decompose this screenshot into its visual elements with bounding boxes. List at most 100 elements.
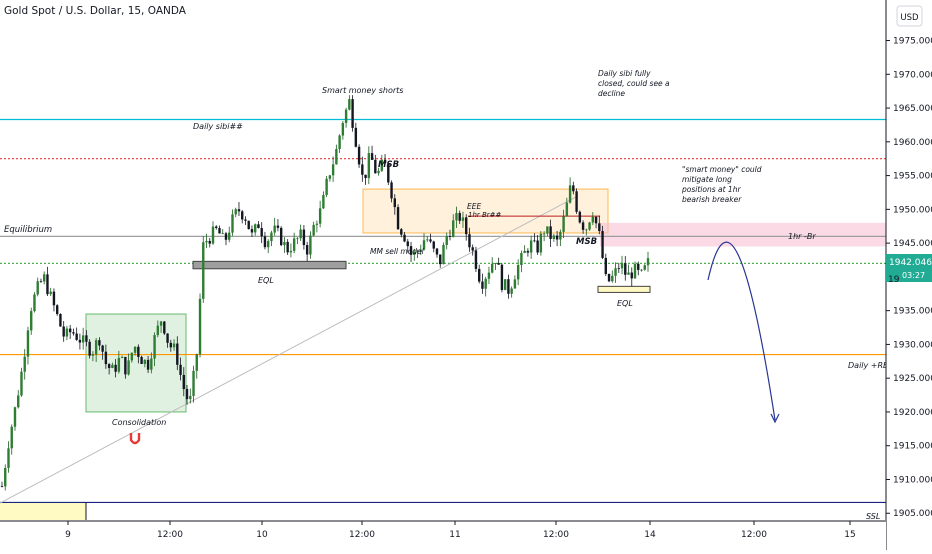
candle-body — [367, 153, 371, 179]
candle-body — [266, 241, 270, 248]
annot-smart-money-note: positions at 1hr — [681, 185, 741, 194]
projection-arrowhead — [770, 413, 780, 424]
candle-body — [10, 426, 13, 449]
candle-body — [101, 345, 104, 352]
candle-body — [88, 341, 91, 356]
candle-body — [289, 250, 293, 253]
candle-body — [234, 209, 237, 215]
candle-body — [81, 335, 85, 343]
candle-body — [601, 231, 604, 258]
candle-body — [169, 342, 173, 348]
candle-body — [364, 174, 367, 179]
candle-body — [117, 357, 121, 372]
candle-body — [640, 269, 643, 271]
annot-br: 1hr Br## — [468, 211, 502, 219]
candle-body — [91, 354, 95, 356]
candle-body — [510, 288, 513, 294]
candle-body — [296, 238, 299, 240]
candle-body — [208, 240, 211, 244]
candle-body — [43, 274, 46, 282]
candle-body — [581, 222, 585, 230]
candle-body — [143, 359, 147, 364]
candle-body — [163, 321, 166, 334]
candle-body — [211, 226, 215, 244]
candle-body — [247, 220, 250, 230]
candle-body — [494, 263, 497, 265]
candle-body — [439, 254, 442, 265]
candle-body — [591, 216, 595, 223]
candle-body — [36, 281, 39, 295]
x-tick-label: 10 — [256, 530, 268, 540]
candle-body — [7, 448, 10, 468]
candle-body — [120, 356, 124, 358]
candle-body — [445, 236, 448, 245]
candle-body — [416, 251, 419, 253]
annot-msb-right: MSB — [576, 237, 597, 247]
x-axis-panel — [0, 520, 886, 550]
candle-body — [390, 182, 393, 199]
candle-body — [0, 486, 4, 488]
candle-body — [565, 202, 569, 217]
countdown-label: 03:27 — [902, 271, 925, 280]
candle-body — [630, 272, 633, 279]
candle-body — [315, 223, 319, 225]
candle-body — [406, 241, 409, 247]
candle-body — [617, 268, 620, 269]
candle-body — [107, 364, 111, 368]
y-tick-label: 1945.000 — [893, 239, 932, 249]
consolidation-box — [85, 313, 187, 413]
candle-body — [68, 328, 72, 333]
candle-body — [455, 213, 458, 221]
annot-msb-left: MSB — [378, 160, 399, 170]
candle-body — [562, 216, 565, 232]
candle-body — [283, 241, 286, 246]
candle-body — [598, 223, 601, 232]
candle-body — [594, 216, 598, 224]
candle-body — [351, 99, 354, 128]
y-tick-label: 1950.000 — [893, 205, 932, 215]
candle-body — [578, 211, 582, 223]
x-tick-label: 12:00 — [157, 530, 183, 540]
y-tick-label: 1965.000 — [893, 104, 932, 114]
candle-body — [448, 236, 452, 237]
candle-body — [263, 236, 267, 248]
eql-right-bar — [597, 285, 651, 293]
candle-body — [419, 249, 422, 252]
currency-label: USD — [900, 13, 919, 23]
candle-body — [426, 239, 429, 241]
x-tick-label: 15 — [844, 530, 855, 540]
candle-body — [20, 371, 23, 396]
candle-body — [575, 191, 578, 212]
candle-body — [383, 159, 387, 164]
candle-body — [435, 248, 439, 255]
candle-body — [26, 330, 30, 357]
candle-body — [133, 346, 137, 353]
candle-body — [442, 244, 445, 265]
candle-body — [254, 224, 257, 233]
annot-eee: EEE — [467, 202, 481, 211]
candle-body — [546, 226, 549, 234]
candle-body — [49, 291, 52, 295]
candle-body — [286, 241, 289, 253]
candle-body — [179, 364, 182, 375]
y-tick-label: 1910.000 — [893, 475, 932, 485]
candle-body — [30, 311, 33, 331]
candle-body — [140, 356, 143, 364]
candle-body — [568, 185, 572, 203]
annot-daily-sibi-note: decline — [598, 89, 625, 98]
candle-body — [585, 229, 588, 231]
candle-body — [39, 281, 43, 283]
currency-box — [896, 5, 923, 27]
candle-body — [279, 227, 283, 246]
candle-body — [185, 389, 189, 400]
candle-body — [218, 228, 221, 234]
candle-body — [624, 263, 627, 275]
candle-body — [370, 153, 374, 160]
candle-body — [159, 321, 163, 326]
candle-body — [305, 245, 309, 255]
y-tick-label: 1970.000 — [893, 70, 932, 80]
candle-body — [78, 339, 82, 343]
candle-body — [471, 247, 474, 251]
candle-body — [244, 219, 247, 221]
